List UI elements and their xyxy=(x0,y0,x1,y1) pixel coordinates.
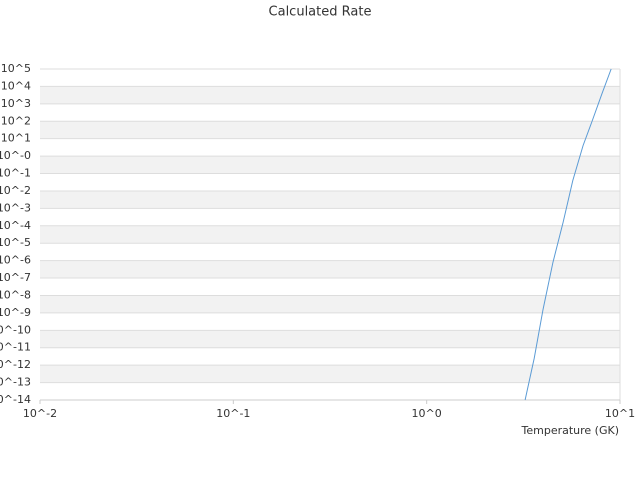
y-tick-label: 10^-9 xyxy=(0,306,31,319)
y-tick-label: 10^-1 xyxy=(0,167,31,180)
x-tick-label: 10^0 xyxy=(412,407,442,420)
y-tick-label: 10^-5 xyxy=(0,236,31,249)
y-tick-label: 10^-6 xyxy=(0,254,31,267)
grid-band xyxy=(40,86,620,104)
y-tick-label: 10^-12 xyxy=(0,358,31,371)
grid-band xyxy=(40,156,620,174)
grid-band xyxy=(40,295,620,313)
grid-band xyxy=(40,190,620,209)
y-tick-label: 10^2 xyxy=(1,114,31,127)
y-tick-label: 10^-0 xyxy=(0,149,31,162)
x-axis-label: Temperature (GK) xyxy=(521,424,620,437)
y-tick-label: 10^-2 xyxy=(0,184,31,197)
grid-band xyxy=(40,330,620,348)
y-tick-label: 10^-4 xyxy=(0,219,31,232)
y-tick-label: 10^3 xyxy=(1,97,31,110)
x-tick-label: 10^-2 xyxy=(23,407,57,420)
y-tick-label: 10^-3 xyxy=(0,201,31,214)
grid-band xyxy=(40,365,620,383)
y-tick-label: 10^-13 xyxy=(0,376,31,389)
y-tick-label: 10^-14 xyxy=(0,393,31,406)
x-tick-label: 10^-1 xyxy=(216,407,250,420)
grid-band xyxy=(40,225,620,244)
data-line xyxy=(524,68,612,401)
x-tick-label: 10^1 xyxy=(605,407,635,420)
y-tick-label: 10^-10 xyxy=(0,323,31,336)
y-tick-label: 10^5 xyxy=(1,62,31,75)
grid-band xyxy=(40,121,620,139)
y-tick-label: 10^-11 xyxy=(0,341,31,354)
y-tick-label: 10^1 xyxy=(1,132,31,145)
chart-title: Calculated Rate xyxy=(269,5,372,20)
y-tick-label: 10^-8 xyxy=(0,288,31,301)
y-tick-label: 10^-7 xyxy=(0,271,31,284)
y-tick-label: 10^4 xyxy=(1,79,31,92)
grid-band xyxy=(40,260,620,279)
